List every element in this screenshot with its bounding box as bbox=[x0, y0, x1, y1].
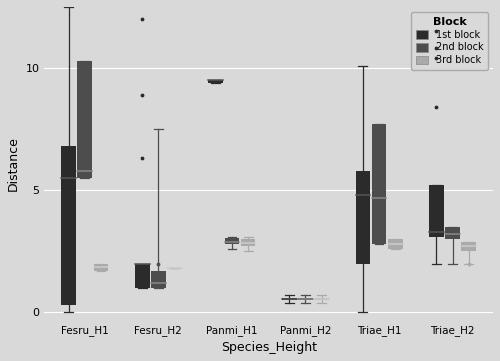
Bar bbox=[224, 238, 240, 244]
Bar bbox=[388, 239, 402, 249]
Bar bbox=[208, 80, 223, 83]
Bar bbox=[94, 264, 108, 271]
Bar bbox=[151, 271, 166, 288]
Bar bbox=[282, 298, 296, 300]
Y-axis label: Distance: Distance bbox=[7, 136, 20, 191]
Bar bbox=[298, 298, 313, 300]
Bar bbox=[356, 171, 370, 264]
Bar bbox=[78, 61, 92, 178]
Bar bbox=[372, 124, 386, 244]
Bar bbox=[135, 264, 150, 288]
X-axis label: Species_Height: Species_Height bbox=[220, 341, 316, 354]
Bar bbox=[429, 185, 444, 237]
Bar bbox=[445, 227, 460, 239]
Legend: 1st block, 2nd block, 3rd block: 1st block, 2nd block, 3rd block bbox=[412, 12, 488, 70]
Bar bbox=[241, 239, 256, 247]
Bar bbox=[62, 146, 76, 305]
Bar bbox=[314, 298, 329, 300]
Bar bbox=[462, 242, 476, 251]
